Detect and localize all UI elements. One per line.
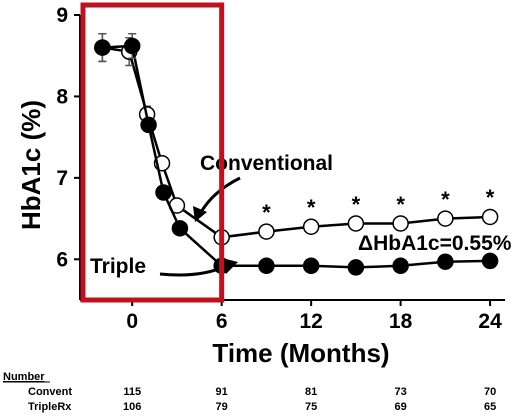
y-tick-label: 8: [56, 85, 68, 108]
data-point: [258, 223, 275, 240]
x-tick-label: 6: [216, 310, 228, 333]
data-point: [392, 257, 409, 275]
tick-labels: 0 6 12 18 24 6 7 8 9: [56, 4, 502, 333]
number-table-cell: 106: [123, 401, 141, 413]
number-table-values: 115 91 81 73 70 106 79 75 69 65: [123, 386, 496, 413]
significance-star: *: [396, 192, 405, 217]
data-point: [258, 257, 275, 275]
significance-star: *: [307, 195, 316, 220]
x-tick-label: 0: [126, 310, 138, 333]
x-tick-label: 18: [389, 310, 413, 333]
data-point: [155, 184, 172, 201]
data-point: [392, 215, 409, 232]
conventional-label: Conventional: [200, 152, 333, 175]
conventional-arrowhead: [193, 206, 207, 222]
y-tick-label: 9: [56, 4, 68, 27]
data-point: [437, 253, 454, 270]
data-point: [347, 215, 365, 232]
significance-star: *: [486, 185, 495, 210]
significance-star: *: [352, 192, 361, 217]
data-point: [302, 257, 320, 275]
number-table-cell: 70: [484, 386, 496, 398]
number-table-row-label: Convent: [28, 386, 72, 398]
annotation-layer: Conventional Triple ΔHbA1c=0.55%: [90, 152, 512, 278]
series-conventional: [94, 32, 499, 246]
number-table-cell: 69: [394, 401, 406, 413]
y-tick-label: 6: [56, 248, 68, 271]
x-tick-label: 24: [478, 310, 502, 333]
delta-hba1c-label: ΔHbA1c=0.55%: [358, 232, 512, 255]
data-point: [481, 208, 499, 226]
series-line: [102, 46, 491, 239]
number-table-cell: 79: [216, 401, 228, 413]
highlight-box: [80, 2, 225, 303]
number-table: Number Convent TripleRx 115 91 81 73 70 106 79…: [3, 371, 496, 413]
triple-arrowhead: [222, 258, 238, 274]
number-table-cell: 81: [305, 386, 317, 398]
number-table-cell: 65: [484, 401, 496, 413]
y-axis-title: HbA1c (%): [16, 100, 46, 230]
triple-label: Triple: [90, 255, 146, 278]
data-point: [481, 252, 499, 270]
number-table-cell: 115: [123, 386, 141, 398]
data-point: [437, 210, 454, 227]
x-axis-title: Time (Months): [212, 338, 389, 368]
data-point: [140, 116, 157, 134]
number-table-cell: 75: [305, 401, 317, 413]
significance-star: *: [441, 187, 450, 212]
data-point: [171, 220, 189, 237]
x-tick-label: 12: [299, 310, 322, 333]
series-layer: * * * * * *: [94, 32, 499, 276]
data-point: [94, 39, 111, 56]
series-triple: [94, 32, 499, 276]
data-point: [347, 259, 365, 276]
number-table-row-label: TripleRx: [28, 401, 72, 413]
number-table-header: Number: [3, 371, 45, 383]
y-tick-label: 7: [56, 167, 68, 190]
number-table-cell: 73: [394, 386, 406, 398]
data-point: [123, 37, 141, 55]
data-point: [302, 218, 320, 235]
number-table-cell: 91: [216, 386, 228, 398]
significance-star: *: [262, 200, 271, 225]
